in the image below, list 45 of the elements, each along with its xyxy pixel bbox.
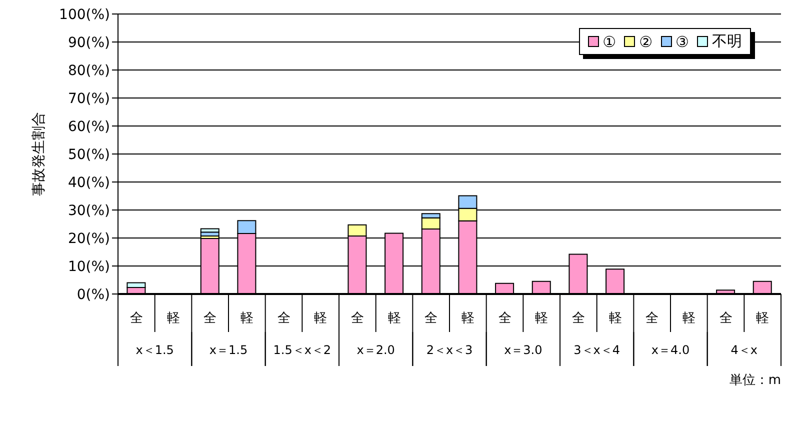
text: x＝3.0 <box>504 343 542 357</box>
x-tick-label: 軽 <box>608 311 622 326</box>
x-tick-label: 全 <box>572 311 585 326</box>
text: x＝2.0 <box>356 343 395 357</box>
x-tick-label: 軽 <box>166 311 180 326</box>
x-tick-label: 軽 <box>756 311 770 326</box>
x-tick-label: 全 <box>350 311 364 326</box>
y-tick-label: 20(%) <box>68 230 110 247</box>
y-tick-label: 80(%) <box>68 62 110 79</box>
bar <box>200 228 220 233</box>
text: x＜1.5 <box>136 343 174 357</box>
y-tick-label: 100(%) <box>59 6 110 23</box>
y-tick-label: 10(%) <box>68 258 110 275</box>
x-tick-label: 軽 <box>461 311 474 326</box>
y-tick-label: 70(%) <box>68 90 110 107</box>
text: 2＜x＜3 <box>426 343 473 357</box>
y-tick-label: 90(%) <box>68 34 110 51</box>
legend-label: ③ <box>676 32 689 50</box>
x-tick-label: 全 <box>719 311 732 326</box>
y-axis-title: 事故発生割合 <box>30 112 47 196</box>
x-tick-label: 軽 <box>388 311 401 326</box>
x-tick-label: 全 <box>130 311 143 326</box>
y-tick-label: 50(%) <box>68 146 110 163</box>
legend-label: ② <box>639 32 653 50</box>
text: 3＜x＜4 <box>574 343 620 357</box>
text: 1.5＜x＜2 <box>273 343 332 357</box>
text: 4＜x <box>730 343 758 357</box>
x-tick-label: 全 <box>204 311 217 326</box>
x-tick-label: 軽 <box>682 311 696 326</box>
x-tick-label: 軽 <box>240 311 254 326</box>
text: x＝1.5 <box>209 343 248 357</box>
y-tick-label: 60(%) <box>68 118 110 135</box>
x-tick-label: 全 <box>424 311 438 326</box>
x-tick-label: 軽 <box>314 311 328 326</box>
text: x＝4.0 <box>651 343 690 357</box>
x-axis-title: 単位：m <box>729 373 781 388</box>
y-tick-label: 40(%) <box>68 174 110 191</box>
x-tick-label: 軽 <box>535 311 548 326</box>
x-tick-label: 全 <box>277 311 290 326</box>
y-tick-label: 0(%) <box>76 286 110 303</box>
y-tick-label: 30(%) <box>68 202 110 219</box>
x-tick-label: 全 <box>646 311 659 326</box>
legend-label: ① <box>602 32 616 50</box>
x-tick-label: 全 <box>498 311 512 326</box>
legend-label: 不明 <box>712 32 742 51</box>
